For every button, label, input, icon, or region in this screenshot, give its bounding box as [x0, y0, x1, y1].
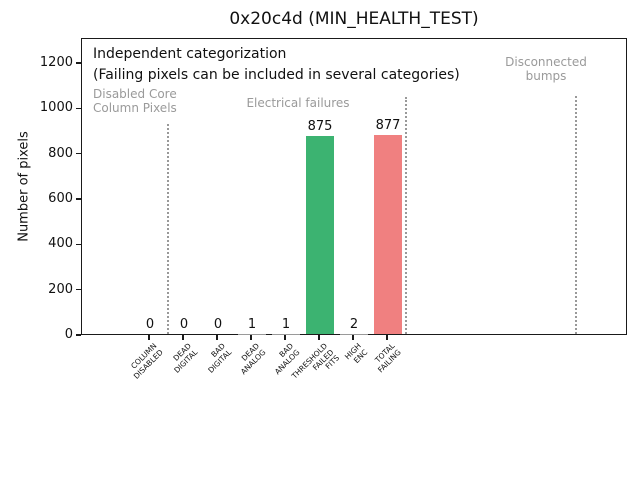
- section-divider-line: [575, 96, 577, 334]
- y-tick-mark: [76, 107, 81, 110]
- x-tick-label: HIGH ENC: [342, 341, 369, 365]
- section-label-disconnected: Disconnected bumps: [505, 55, 587, 83]
- x-tick-mark: [352, 335, 354, 340]
- x-tick-mark: [386, 335, 388, 340]
- x-tick-mark: [148, 335, 150, 340]
- plot-area: Independent categorization (Failing pixe…: [81, 38, 627, 335]
- annotation-line-2: (Failing pixels can be included in sever…: [93, 67, 460, 83]
- y-tick-mark: [76, 288, 81, 291]
- y-tick-label: 600: [48, 191, 73, 206]
- y-tick-label: 1200: [39, 55, 73, 70]
- section-divider-line: [167, 124, 169, 334]
- bar-value-label: 0: [145, 317, 155, 332]
- y-tick-label: 1000: [39, 100, 73, 116]
- y-tick-mark: [76, 334, 81, 336]
- bar-value-label: 0: [179, 317, 189, 332]
- chart-title: 0x20c4d (MIN_HEALTH_TEST): [229, 9, 479, 29]
- y-tick-mark: [76, 198, 81, 200]
- y-tick-label: 0: [64, 327, 73, 342]
- x-tick-label: DEAD DIGITAL: [171, 341, 199, 375]
- x-tick-label: DEAD ANALOG: [238, 341, 267, 376]
- x-tick-mark: [216, 335, 218, 340]
- section-divider-line: [405, 97, 407, 334]
- bar-value-label: 875: [307, 118, 333, 134]
- bar-value-label: 0: [213, 317, 223, 332]
- bar-threshold-failed-fits: [306, 135, 334, 334]
- bar-value-label: 877: [375, 118, 401, 134]
- x-tick-label: COLUMN DISABLED: [129, 341, 165, 381]
- bar-value-label: 1: [281, 316, 291, 332]
- x-tick-label: TOTAL FAILING: [373, 341, 403, 375]
- section-label-electrical-failures: Electrical failures: [246, 96, 350, 110]
- y-tick-label: 800: [48, 145, 73, 161]
- y-tick-label: 400: [48, 236, 73, 252]
- y-tick-mark: [76, 243, 81, 246]
- y-tick-label: 200: [48, 281, 73, 297]
- annotation-independent-categorization: Independent categorization (Failing pixe…: [93, 44, 460, 86]
- bar-total-failing: [374, 135, 402, 334]
- x-tick-label: BAD DIGITAL: [205, 341, 233, 375]
- annotation-line-1: Independent categorization: [93, 46, 287, 62]
- x-tick-mark: [182, 335, 184, 340]
- section-label-disabled-core: Disabled Core Column Pixels: [93, 87, 177, 115]
- x-tick-mark: [284, 335, 286, 340]
- x-tick-mark: [318, 335, 320, 340]
- y-tick-mark: [76, 152, 81, 155]
- bar-value-label: 1: [247, 316, 257, 332]
- x-tick-mark: [250, 335, 252, 340]
- y-tick-mark: [76, 62, 81, 64]
- bar-value-label: 2: [349, 316, 359, 332]
